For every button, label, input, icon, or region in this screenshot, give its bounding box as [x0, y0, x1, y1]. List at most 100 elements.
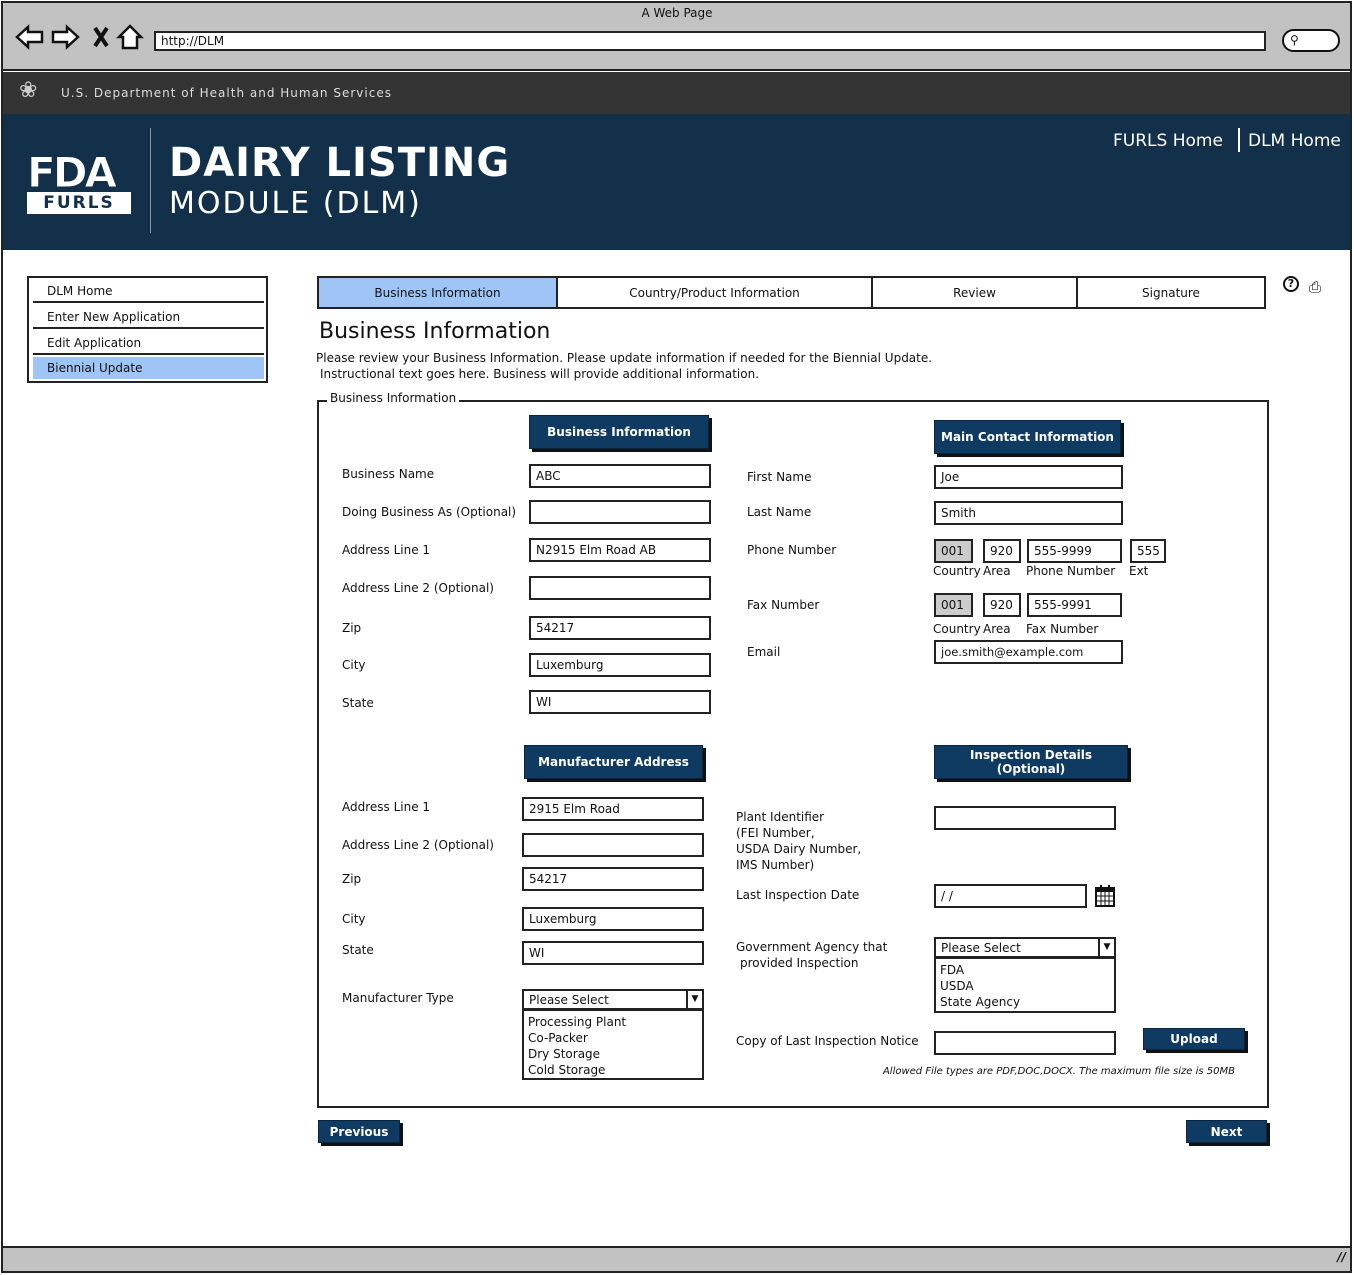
tab-business-information[interactable]: Business Information [317, 276, 558, 309]
print-icon[interactable]: ⎙ [1309, 278, 1322, 296]
last-inspection-date-input[interactable]: / / [934, 884, 1087, 908]
address-line-2-input[interactable] [529, 576, 711, 600]
business-information-group [317, 400, 1269, 1108]
label-line: IMS Number) [736, 858, 815, 872]
home-icon[interactable] [115, 24, 145, 50]
phone-area-input[interactable]: 920 [983, 539, 1021, 563]
business-name-input[interactable]: ABC [529, 464, 711, 488]
option-co-packer[interactable]: Co-Packer [528, 1031, 588, 1045]
plant-identifier-label: Plant Identifier (FEI Number, USDA Dairy N… [736, 809, 861, 873]
chevron-down-icon[interactable]: ▼ [686, 991, 702, 1008]
mfr-zip-input[interactable]: 54217 [522, 867, 704, 891]
resize-grip-icon[interactable]: // [1337, 1250, 1346, 1264]
search-box[interactable]: ⚲ [1282, 29, 1340, 52]
dlm-home-link[interactable]: DLM Home [1248, 131, 1341, 151]
calendar-icon[interactable] [1094, 884, 1116, 908]
select-value: Please Select [941, 941, 1021, 955]
inspection-notice-file-input[interactable] [934, 1031, 1116, 1055]
label-line: provided Inspection [740, 956, 859, 970]
forward-icon[interactable] [51, 24, 80, 50]
hhs-bar: ❀ U.S. Department of Health and Human Se… [3, 72, 1350, 114]
chevron-down-icon[interactable]: ▼ [1098, 939, 1114, 956]
browser-status-bar: // [3, 1246, 1350, 1272]
help-icon[interactable]: ? [1283, 276, 1299, 292]
zip-label: Zip [342, 621, 362, 635]
city-label: City [342, 658, 366, 672]
address-line-1-label: Address Line 1 [342, 543, 431, 557]
phone-ext-input[interactable]: 555 [1130, 539, 1166, 563]
option-dry-storage[interactable]: Dry Storage [528, 1047, 601, 1061]
address-line-1-input[interactable]: N2915 Elm Road AB [529, 538, 711, 562]
sidebar-item-biennial-update[interactable]: Biennial Update [33, 357, 264, 379]
government-agency-options: FDA USDA State Agency [934, 957, 1116, 1013]
url-bar[interactable]: http://DLM [154, 31, 1266, 51]
fax-country-caption: Country [933, 622, 981, 636]
label-line: Government Agency that [736, 940, 888, 954]
mfr-address-line-1-input[interactable]: 2915 Elm Road [522, 797, 704, 821]
sidebar: DLM Home Enter New Application Edit Appl… [27, 276, 268, 383]
mfr-address-line-1-label: Address Line 1 [342, 800, 431, 814]
phone-number-input[interactable]: 555-9999 [1027, 539, 1122, 563]
mfr-city-label: City [342, 912, 366, 926]
email-input[interactable]: joe.smith@example.com [934, 640, 1123, 664]
next-button[interactable]: Next [1186, 1120, 1267, 1143]
page-description: Please review your Business Information.… [316, 351, 933, 365]
furls-home-link[interactable]: FURLS Home [1113, 131, 1223, 151]
business-information-header: Business Information [529, 415, 709, 449]
sidebar-item-dlm-home[interactable]: DLM Home [33, 279, 264, 303]
phone-label: Phone Number [747, 543, 837, 557]
option-cold-storage[interactable]: Cold Storage [528, 1063, 606, 1077]
back-icon[interactable] [15, 24, 44, 50]
hhs-text: U.S. Department of Health and Human Serv… [61, 86, 392, 100]
mfr-address-line-2-input[interactable] [522, 833, 704, 857]
tab-review[interactable]: Review [871, 276, 1078, 309]
mfr-state-input[interactable]: WI [522, 941, 704, 965]
option-usda[interactable]: USDA [940, 979, 974, 993]
previous-button[interactable]: Previous [318, 1120, 400, 1143]
furls-logo: FURLS [27, 192, 131, 214]
upload-button[interactable]: Upload [1143, 1028, 1245, 1050]
hhs-eagle-icon: ❀ [19, 78, 39, 103]
plant-identifier-input[interactable] [934, 806, 1116, 830]
dba-label: Doing Business As (Optional) [342, 505, 517, 519]
dba-input[interactable] [529, 500, 711, 524]
last-name-input[interactable]: Smith [934, 501, 1123, 525]
state-input[interactable]: WI [529, 690, 711, 714]
first-name-label: First Name [747, 470, 812, 484]
tab-country-product-information[interactable]: Country/Product Information [556, 276, 873, 309]
page-instructions: Instructional text goes here. Business w… [320, 367, 760, 381]
fax-area-caption: Area [983, 622, 1011, 636]
search-icon: ⚲ [1290, 33, 1299, 47]
fax-country-input[interactable]: 001 [934, 593, 973, 617]
option-processing-plant[interactable]: Processing Plant [528, 1015, 627, 1029]
sidebar-item-enter-new-application[interactable]: Enter New Application [33, 305, 264, 329]
state-label: State [342, 696, 374, 710]
city-input[interactable]: Luxemburg [529, 653, 711, 677]
mfr-city-input[interactable]: Luxemburg [522, 907, 704, 931]
sidebar-item-edit-application[interactable]: Edit Application [33, 331, 264, 355]
mfr-state-label: State [342, 943, 374, 957]
last-name-label: Last Name [747, 505, 812, 519]
fax-number-caption: Fax Number [1026, 622, 1099, 636]
manufacturer-type-options: Processing Plant Co-Packer Dry Storage C… [522, 1009, 704, 1080]
phone-number-caption: Phone Number [1026, 564, 1116, 578]
group-legend: Business Information [327, 391, 460, 405]
phone-country-caption: Country [933, 564, 981, 578]
first-name-input[interactable]: Joe [934, 465, 1123, 489]
phone-country-input[interactable]: 001 [934, 539, 973, 563]
copy-inspection-notice-label: Copy of Last Inspection Notice [736, 1034, 919, 1048]
option-fda[interactable]: FDA [940, 963, 965, 977]
fax-number-input[interactable]: 555-9991 [1027, 593, 1122, 617]
fax-label: Fax Number [747, 598, 820, 612]
option-state-agency[interactable]: State Agency [940, 995, 1021, 1009]
browser-nav-icons [15, 24, 145, 50]
browser-title: A Web Page [641, 6, 713, 20]
zip-input[interactable]: 54217 [529, 616, 711, 640]
label-line: Plant Identifier [736, 810, 825, 824]
email-label: Email [747, 645, 781, 659]
tab-signature[interactable]: Signature [1076, 276, 1266, 309]
stop-icon[interactable] [93, 26, 109, 48]
phone-ext-caption: Ext [1129, 564, 1149, 578]
government-agency-label: Government Agency that provided Inspectio… [736, 939, 887, 971]
fax-area-input[interactable]: 920 [983, 593, 1021, 617]
